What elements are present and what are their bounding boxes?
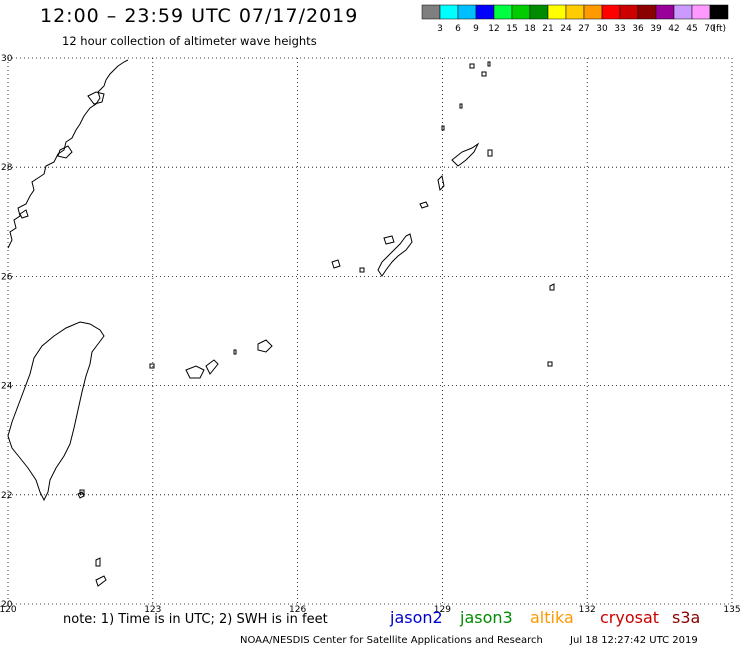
batanes-islands <box>95 557 107 587</box>
lat-tick-label: 26 <box>1 272 13 282</box>
legend-label: 27 <box>578 24 589 34</box>
legend-label: 42 <box>668 24 679 34</box>
graticule <box>7 57 733 605</box>
lat-tick-label: 30 <box>1 54 13 64</box>
lon-tick-label: 129 <box>434 605 451 615</box>
lon-tick-label: 126 <box>289 605 306 615</box>
axis-ticks: 120 123 126 129 132 135 30 28 26 24 22 20 <box>0 54 740 615</box>
daito-islands <box>547 283 555 367</box>
miyako-islands <box>233 339 273 355</box>
credit-timestamp: Jul 18 12:27:42 UTC 2019 <box>570 635 698 646</box>
china-coast-islands <box>19 91 105 219</box>
amami-oshima <box>419 142 493 209</box>
lon-tick-label: 132 <box>579 605 596 615</box>
lat-tick-label: 20 <box>1 600 13 610</box>
coastlines <box>7 59 555 587</box>
legend-label: 24 <box>560 24 572 34</box>
legend-swatch <box>709 4 729 20</box>
satellite-jason2: jason2 <box>390 608 443 627</box>
legend-colorbar: 3 6 9 12 15 18 21 24 27 30 33 36 39 42 45 70(ft) <box>421 4 729 34</box>
legend-label: 12 <box>488 24 499 34</box>
yaeyama-islands <box>149 359 219 379</box>
legend-label: 18 <box>524 24 536 34</box>
legend-label: 15 <box>506 24 517 34</box>
legend-label: 9 <box>473 24 479 34</box>
taiwan <box>7 321 105 502</box>
credit-organization: NOAA/NESDIS Center for Satellite Applica… <box>240 635 543 646</box>
legend-label: 6 <box>455 24 461 34</box>
china-coast <box>7 59 129 249</box>
satellite-jason3: jason3 <box>460 608 513 627</box>
legend-label: 33 <box>614 24 625 34</box>
okinawa <box>377 233 413 277</box>
legend-label: 70 <box>704 24 716 34</box>
wave-height-legend: 3 6 9 12 15 18 21 24 27 30 33 36 39 42 45 70 (ft) <box>421 4 729 35</box>
legend-label: 3 <box>437 24 443 34</box>
page-subtitle: 12 hour collection of altimeter wave hei… <box>62 34 317 48</box>
lat-tick-label: 28 <box>1 163 13 173</box>
footer-note: note: 1) Time is in UTC; 2) SWH is in fe… <box>63 612 328 627</box>
legend-label: 21 <box>542 24 553 34</box>
legend-label: 45 <box>686 24 697 34</box>
footer-credit: NOAA/NESDIS Center for Satellite Applica… <box>240 635 698 646</box>
page-title: 12:00 – 23:59 UTC 07/17/2019 <box>40 5 359 27</box>
lat-tick-label: 24 <box>1 382 13 392</box>
legend-unit: (ft) <box>712 24 726 34</box>
satellite-s3a: s3a <box>672 608 701 627</box>
legend-label: 39 <box>650 24 662 34</box>
satellite-altika: altika <box>530 608 574 627</box>
lon-tick-label: 135 <box>723 605 740 615</box>
lat-tick-label: 22 <box>1 491 12 501</box>
tokara-islands <box>441 61 491 131</box>
legend-label: 30 <box>596 24 608 34</box>
okinawa-nearby-islands <box>331 235 395 273</box>
satellite-cryosat: cryosat <box>600 608 660 627</box>
lon-tick-label: 120 <box>0 605 17 615</box>
legend-label: 36 <box>632 24 644 34</box>
lon-tick-label: 123 <box>144 605 161 615</box>
orchid-island <box>77 491 85 499</box>
